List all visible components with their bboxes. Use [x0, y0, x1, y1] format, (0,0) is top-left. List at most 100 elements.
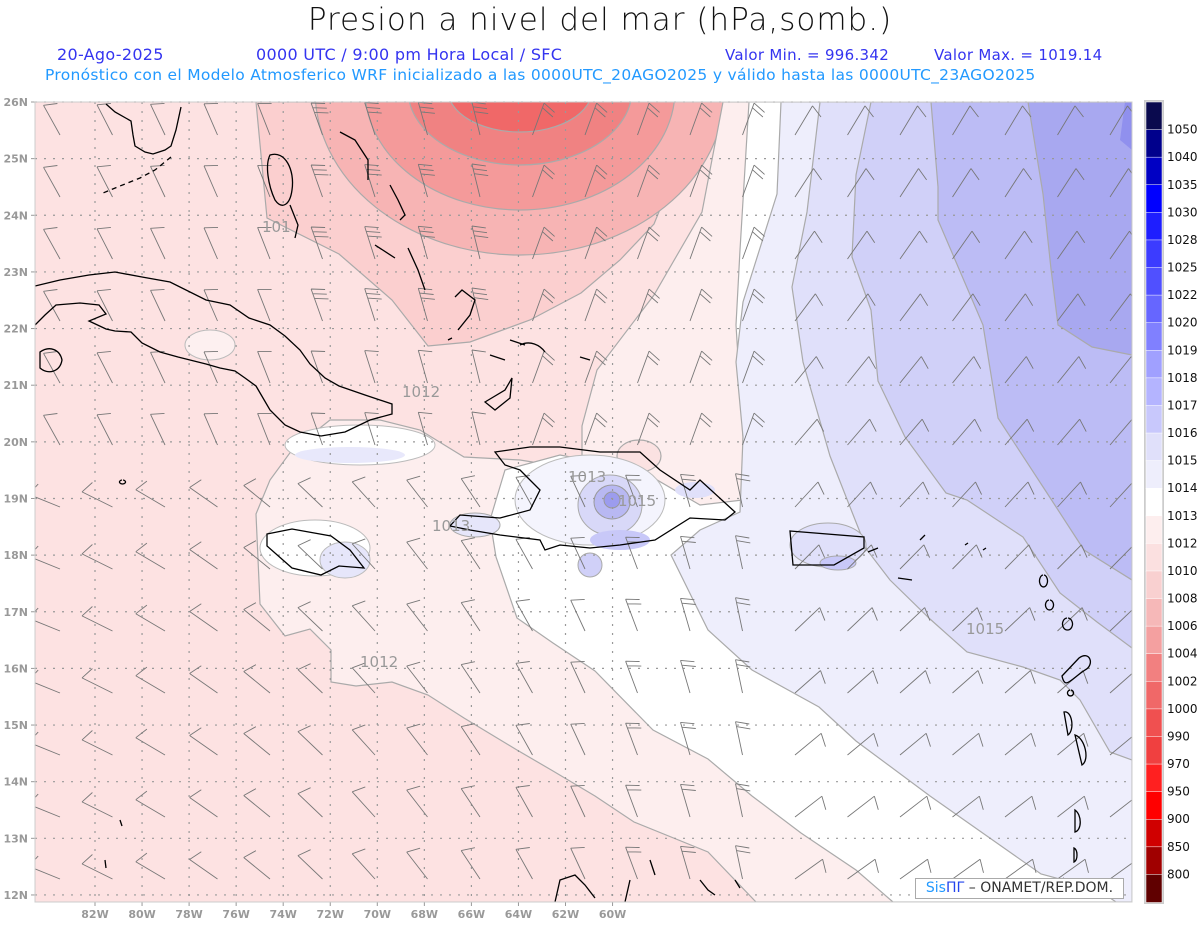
wind-barb: [625, 598, 642, 632]
wind-barb: [243, 726, 271, 756]
wind-barb: [625, 846, 642, 880]
wind-barb: [81, 544, 113, 570]
wind-barb: [689, 164, 713, 198]
wind-barb: [952, 858, 984, 880]
wind-barb: [637, 102, 660, 136]
lon-label: 78W: [175, 908, 202, 921]
wind-barb: [1057, 105, 1084, 136]
wind-barb: [532, 226, 555, 260]
wind-barb: [135, 852, 166, 880]
colorbar-swatch: [1145, 570, 1163, 600]
wind-barb: [243, 540, 271, 570]
coast-turks-caicos: [519, 342, 591, 361]
wind-barb: [189, 665, 218, 694]
wind-barb: [189, 479, 218, 508]
wind-barb: [417, 349, 433, 384]
colorbar-label: 1028: [1167, 233, 1198, 247]
wind-barb: [1004, 795, 1037, 818]
wind-barb: [1109, 230, 1132, 260]
colorbar-label: 900: [1167, 812, 1190, 826]
wind-barb: [680, 721, 696, 756]
colorbar-frame: [1144, 100, 1164, 904]
lon-label: 74W: [269, 908, 296, 921]
wind-barb: [847, 795, 879, 818]
wind-barb: [364, 102, 382, 136]
wind-barb: [952, 670, 984, 694]
contour-label: 1013: [568, 468, 606, 486]
wind-barb: [899, 293, 929, 322]
wind-barb: [81, 482, 113, 508]
wind-barb: [794, 293, 824, 322]
sispi-onamet-logo: SisΠΓ – ONAMET/REP.DOM.: [915, 878, 1124, 899]
lat-label: 18N: [3, 549, 28, 562]
coast-small-islets: [104, 479, 127, 869]
colorbar-label: 950: [1167, 785, 1190, 799]
wind-barb: [847, 356, 877, 384]
wind-barb: [1004, 418, 1035, 446]
wind-barb: [952, 418, 982, 446]
coast-puerto-rico: [789, 530, 865, 566]
colorbar-label: 1010: [1167, 564, 1198, 578]
wind-barb: [417, 102, 435, 136]
lon-label: 72W: [317, 908, 344, 921]
wind-barb: [310, 412, 326, 446]
coast-cuba: [35, 271, 393, 437]
wind-barb: [203, 350, 219, 384]
contour-labels: 1012 1012 1013 1015 1013 1015 101: [262, 218, 1004, 671]
wind-barb: [847, 418, 877, 446]
wind-barb: [135, 790, 166, 818]
colorbar-swatch: [1145, 350, 1163, 379]
wind-barb: [96, 288, 113, 322]
colorbar-label: 1013: [1167, 509, 1198, 523]
wind-barb: [96, 164, 113, 198]
wind-barb: [794, 607, 826, 632]
wind-barb: [952, 356, 982, 384]
wind-barb: [952, 732, 984, 756]
wind-barb: [952, 293, 981, 322]
wind-barb: [135, 728, 166, 756]
wind-barb: [417, 163, 435, 198]
wind-barb: [735, 597, 751, 632]
wind-barb: [406, 537, 428, 570]
wind-barb: [1057, 418, 1087, 446]
wind-barb: [794, 168, 822, 198]
wind-barb: [570, 474, 586, 508]
coast-andros: [266, 153, 294, 206]
colorbar-swatch: [1145, 405, 1163, 434]
wind-barb: [625, 660, 642, 694]
wind-barb: [1004, 293, 1034, 322]
wind-barb: [460, 661, 481, 694]
wind-barb: [1057, 858, 1089, 880]
wind-barb: [637, 226, 660, 260]
wind-barb: [96, 350, 113, 384]
wind-barb: [1109, 356, 1132, 384]
lon-label: 80W: [128, 908, 155, 921]
date-label: 20-Ago-2025: [57, 45, 164, 64]
colorbar-swatch: [1145, 460, 1163, 489]
colorbar-swatch: [1145, 874, 1163, 903]
wind-barb: [406, 785, 428, 818]
colorbar-swatch: [1145, 156, 1163, 186]
wind-barb: [406, 599, 428, 632]
colorbar-swatch: [1145, 653, 1163, 683]
lat-label: 22N: [3, 323, 28, 336]
colorbar-label: 990: [1167, 729, 1190, 743]
wind-barb: [735, 659, 751, 694]
logo-pi: ΠΓ: [945, 880, 965, 896]
wind-barb: [43, 289, 61, 322]
wind-barb: [297, 787, 323, 818]
wind-barb: [364, 350, 379, 384]
wind-barb: [189, 541, 218, 570]
colorbar-swatch: [1145, 267, 1163, 296]
colorbar-label: 1015: [1167, 454, 1198, 468]
colorbar: 1050 1040 1035 1030 1028 1025 1022 1020 1019 1018…: [1144, 100, 1198, 904]
wind-barb: [297, 663, 323, 694]
colorbar-swatch: [1145, 708, 1163, 738]
colorbar-label: 1020: [1167, 316, 1198, 330]
wind-barb: [35, 793, 61, 818]
wind-barb: [794, 230, 823, 260]
wind-barb: [81, 730, 113, 756]
wind-barb: [680, 473, 696, 508]
colorbar-label: 1022: [1167, 288, 1198, 302]
wind-barb: [689, 288, 713, 322]
